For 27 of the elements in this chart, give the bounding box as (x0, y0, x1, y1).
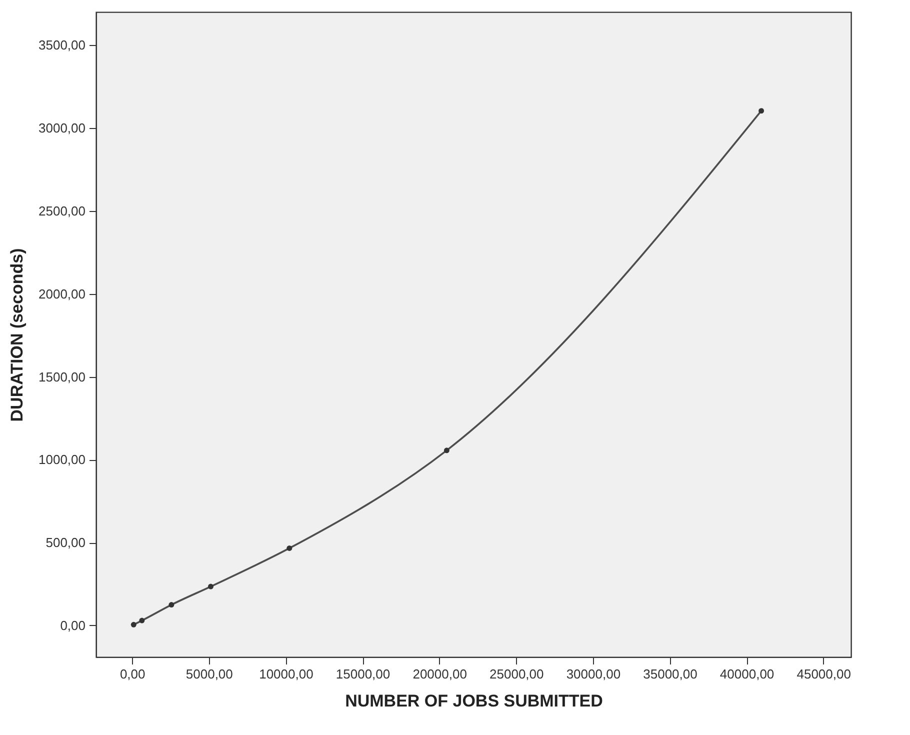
y-tick-label: 1500,00 (38, 369, 86, 384)
x-tick-label: 5000,00 (186, 666, 233, 682)
x-tick-label: 45000,00 (796, 666, 851, 682)
x-tick-label: 0,00 (120, 666, 146, 682)
y-tick-label: 500,00 (46, 535, 86, 550)
x-tick-label: 35000,00 (643, 666, 698, 682)
y-tick-label: 0,00 (60, 618, 86, 633)
x-tick-label: 20000,00 (412, 666, 467, 682)
x-tick-label: 25000,00 (490, 666, 544, 682)
x-tick-label: 40000,00 (720, 666, 774, 682)
y-axis-title: DURATION (seconds) (8, 248, 27, 422)
point (139, 618, 145, 624)
x-tick-label: 30000,00 (566, 666, 621, 682)
x-tick-label: 15000,00 (336, 666, 390, 682)
point (286, 545, 292, 551)
y-tick-label: 2000,00 (38, 286, 86, 302)
point (168, 602, 174, 608)
y-tick-label: 3500,00 (38, 38, 86, 53)
x-tick-label: 10000,00 (259, 666, 314, 682)
y-tick-label: 2500,00 (38, 203, 86, 218)
point (208, 584, 214, 590)
point (444, 448, 450, 454)
point (130, 622, 136, 628)
x-axis-title: NUMBER OF JOBS SUBMITTED (345, 692, 603, 710)
y-tick-label: 1000,00 (38, 452, 86, 468)
point (758, 108, 764, 114)
y-tick-label: 3000,00 (38, 120, 86, 136)
